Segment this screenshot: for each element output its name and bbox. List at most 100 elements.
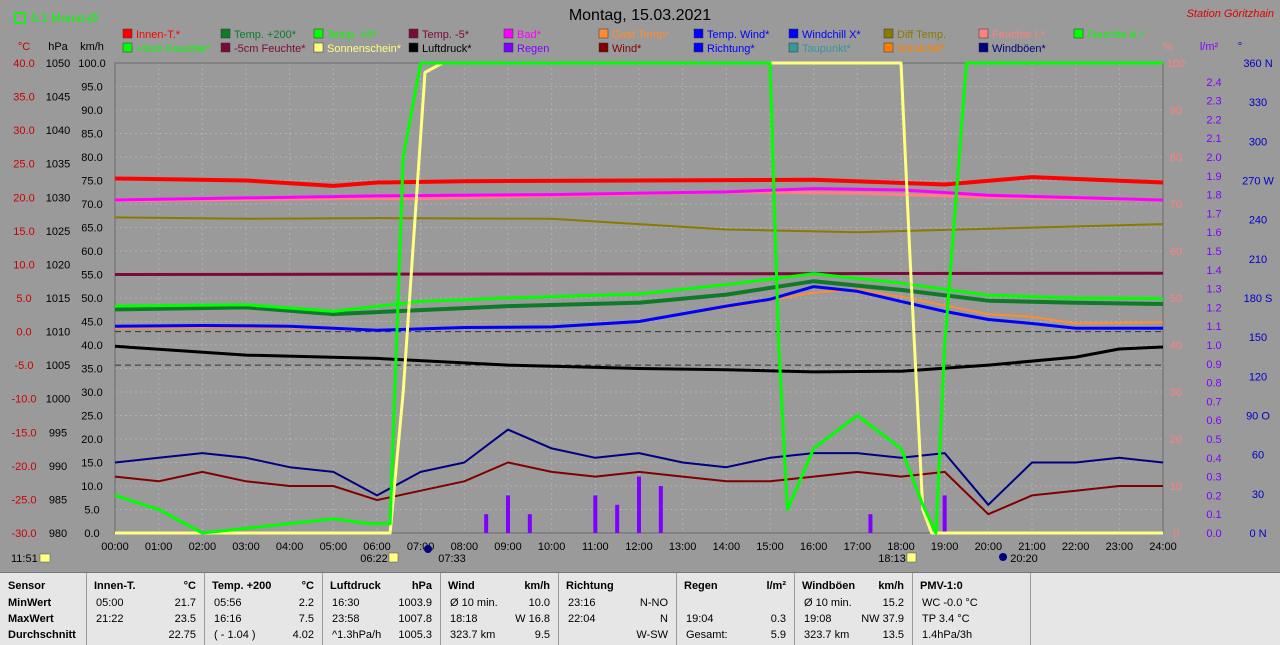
rain-tick: 0.6 xyxy=(1206,415,1221,427)
stat-cell-time: ^1.3hPa/h xyxy=(332,629,382,641)
sensor-header: Sensor xyxy=(8,580,46,592)
legend-label: Bad* xyxy=(517,29,542,41)
stat-cell-value: 15.2 xyxy=(882,597,904,609)
legend-swatch xyxy=(503,28,514,39)
time-tick: 02:00 xyxy=(189,541,217,553)
stat-column-unit: °C xyxy=(183,580,196,592)
rain-tick: 1.3 xyxy=(1206,284,1221,296)
direction-tick: 300 xyxy=(1249,136,1267,148)
legend-swatch xyxy=(693,28,704,39)
stat-cell-value: 1005.3 xyxy=(398,629,432,641)
legend-swatch xyxy=(220,42,231,53)
time-tick: 04:00 xyxy=(276,541,304,553)
stat-column-unit: km/h xyxy=(878,580,904,592)
stat-cell-time: 05:56 xyxy=(214,597,242,609)
stat-cell-time: 19:04 xyxy=(686,613,714,625)
legend-label: Windchill X* xyxy=(802,29,861,41)
direction-tick: 360 N xyxy=(1243,58,1272,70)
wind-tick: 55.0 xyxy=(81,270,102,282)
direction-tick: 30 xyxy=(1252,489,1264,501)
legend-swatch xyxy=(883,42,894,53)
sunrise-icon xyxy=(388,552,399,563)
wind-tick: 20.0 xyxy=(81,434,102,446)
temp-tick: 25.0 xyxy=(13,159,34,171)
stat-cell-value: N-NO xyxy=(639,597,668,609)
legend-swatch xyxy=(122,28,133,39)
percent-tick: 0 xyxy=(1173,528,1179,540)
rain-tick: 1.4 xyxy=(1206,265,1221,277)
time-tick: 21:00 xyxy=(1018,541,1046,553)
monthly-avg-label[interactable]: 5.1 Monat-Ø xyxy=(31,11,98,25)
stat-column: Richtung 23:16 N-NO 22:04 N W-SW xyxy=(558,573,677,645)
time-tick: 16:00 xyxy=(800,541,828,553)
stat-column-title: Regen xyxy=(684,580,718,592)
rain-tick: 0.3 xyxy=(1206,472,1221,484)
wind-tick: 70.0 xyxy=(81,199,102,211)
avg-row-label: Durchschnitt xyxy=(8,629,76,641)
legend-label: Windchill* xyxy=(897,43,946,55)
legend-label: Innen-T.* xyxy=(136,29,181,41)
series-line-temp-wind- xyxy=(114,285,1163,332)
rain-tick: 1.2 xyxy=(1206,302,1221,314)
pressure-tick: 1045 xyxy=(46,92,70,104)
temp-tick: 35.0 xyxy=(13,92,34,104)
stat-column: PMV-1:0 WC -0.0 °C TP 3.4 °C 1.4hPa/3h xyxy=(912,573,1031,645)
percent-unit-label: % xyxy=(1163,41,1173,53)
series-line-innen-t- xyxy=(114,175,1164,188)
legend-swatch xyxy=(788,28,799,39)
wind-tick: 25.0 xyxy=(81,411,102,423)
stat-column: Temp. +200 °C 05:56 2.2 16:16 7.5 ( - 1.04 ) 4.… xyxy=(204,573,323,645)
temp-tick: 5.0 xyxy=(16,293,31,305)
rain-tick: 0.8 xyxy=(1206,378,1221,390)
stat-column-title: Temp. +200 xyxy=(212,580,272,592)
legend-label: Wind* xyxy=(612,43,642,55)
rain-tick: 1.6 xyxy=(1206,227,1221,239)
pressure-tick: 990 xyxy=(49,461,67,473)
legend-swatch xyxy=(978,28,989,39)
rain-tick: 1.0 xyxy=(1206,340,1221,352)
stat-column-title: Innen-T. xyxy=(94,580,136,592)
time-tick: 19:00 xyxy=(931,541,959,553)
temp-unit-label: °C xyxy=(18,41,30,53)
stat-cell-value: W 16.8 xyxy=(515,613,550,625)
percent-tick: 10 xyxy=(1170,481,1182,493)
stat-column-unit: l/m² xyxy=(766,580,786,592)
direction-tick: 60 xyxy=(1252,450,1264,462)
time-tick: 12:00 xyxy=(625,541,653,553)
pressure-tick: 1005 xyxy=(46,360,70,372)
pressure-tick: 1000 xyxy=(46,394,70,406)
rain-bar xyxy=(615,504,620,533)
wind-tick: 95.0 xyxy=(81,82,102,94)
stat-cell-time: 23:58 xyxy=(332,613,360,625)
stat-cell-value: W-SW xyxy=(636,629,668,641)
stat-cell-time: 18:18 xyxy=(450,613,478,625)
chart-series xyxy=(114,61,1164,535)
rain-tick: 0.2 xyxy=(1206,490,1221,502)
monthly-avg-checkbox[interactable] xyxy=(14,12,26,24)
legend-swatch xyxy=(313,28,324,39)
weather-chart: 40.0 35.0 30.0 25.0 20.0 15.0 10.0 5.0 0.0 -5.0 -1… xyxy=(11,7,1275,565)
legend-swatch xyxy=(598,42,609,53)
wind-tick: 30.0 xyxy=(81,387,102,399)
rain-tick: 2.2 xyxy=(1206,114,1221,126)
stat-column: Windböen km/h Ø 10 min. 15.2 19:08 NW 37.9 323… xyxy=(794,573,913,645)
time-tick: 15:00 xyxy=(756,541,784,553)
stat-cell-time: 16:16 xyxy=(214,613,242,625)
rain-tick: 2.0 xyxy=(1206,152,1221,164)
series-line-luftdruck- xyxy=(114,344,1164,374)
stat-cell-time: Ø 10 min. xyxy=(450,597,498,609)
rain-bar xyxy=(868,514,873,533)
percent-tick: 100 xyxy=(1167,58,1185,70)
legend-label: -5cm Feuchte* xyxy=(234,43,306,55)
direction-tick: 210 xyxy=(1249,254,1267,266)
stat-column-title: Richtung xyxy=(566,580,614,592)
stat-cell-time: 323.7 km xyxy=(804,629,850,641)
direction-tick: 180 S xyxy=(1244,293,1273,305)
rain-bar xyxy=(593,495,598,533)
legend-swatch xyxy=(598,28,609,39)
legend-label: Temp. +200* xyxy=(234,29,297,41)
direction-tick: 330 xyxy=(1249,97,1267,109)
pressure-tick: 985 xyxy=(49,494,67,506)
rain-tick: 0.9 xyxy=(1206,359,1221,371)
series-line-temp-5- xyxy=(114,271,1164,276)
